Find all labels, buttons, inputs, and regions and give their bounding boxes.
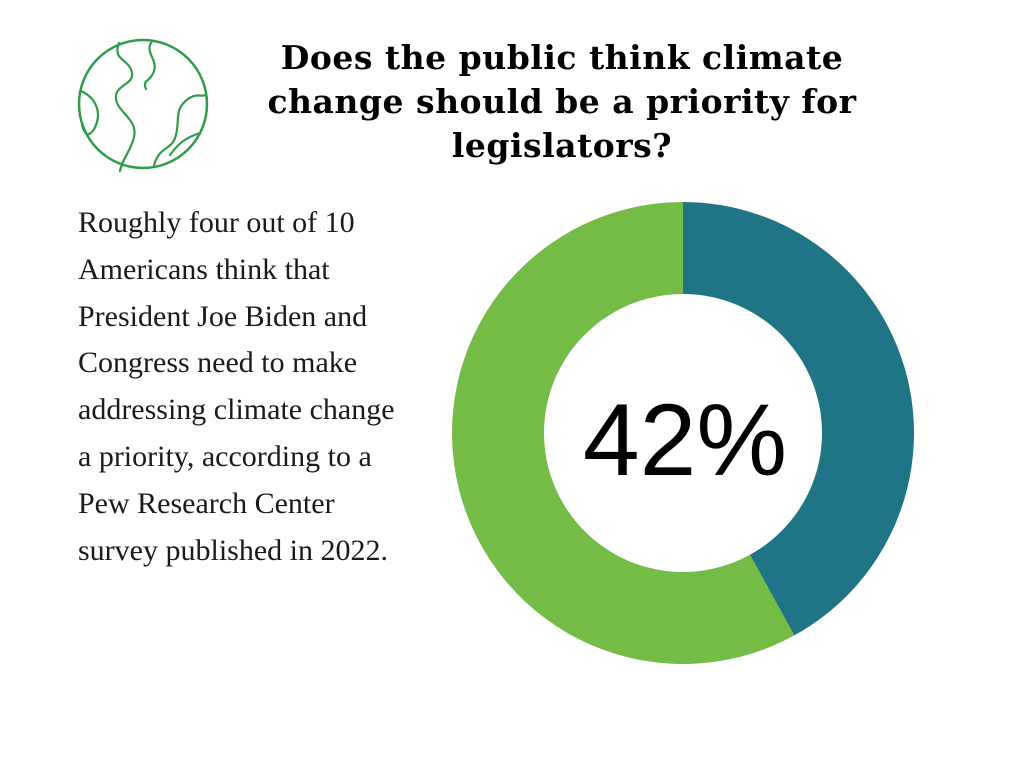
globe-icon	[77, 38, 209, 173]
page-title: Does the public think climate change sho…	[267, 38, 857, 165]
donut-chart: 42%	[452, 202, 915, 664]
donut-slices	[452, 202, 915, 664]
donut-slice-other	[452, 202, 795, 664]
center-percent-label: 42%	[583, 383, 787, 497]
summary-text: Roughly four out of 10 Americans think t…	[78, 206, 395, 567]
donut-slice-priority	[683, 202, 915, 636]
